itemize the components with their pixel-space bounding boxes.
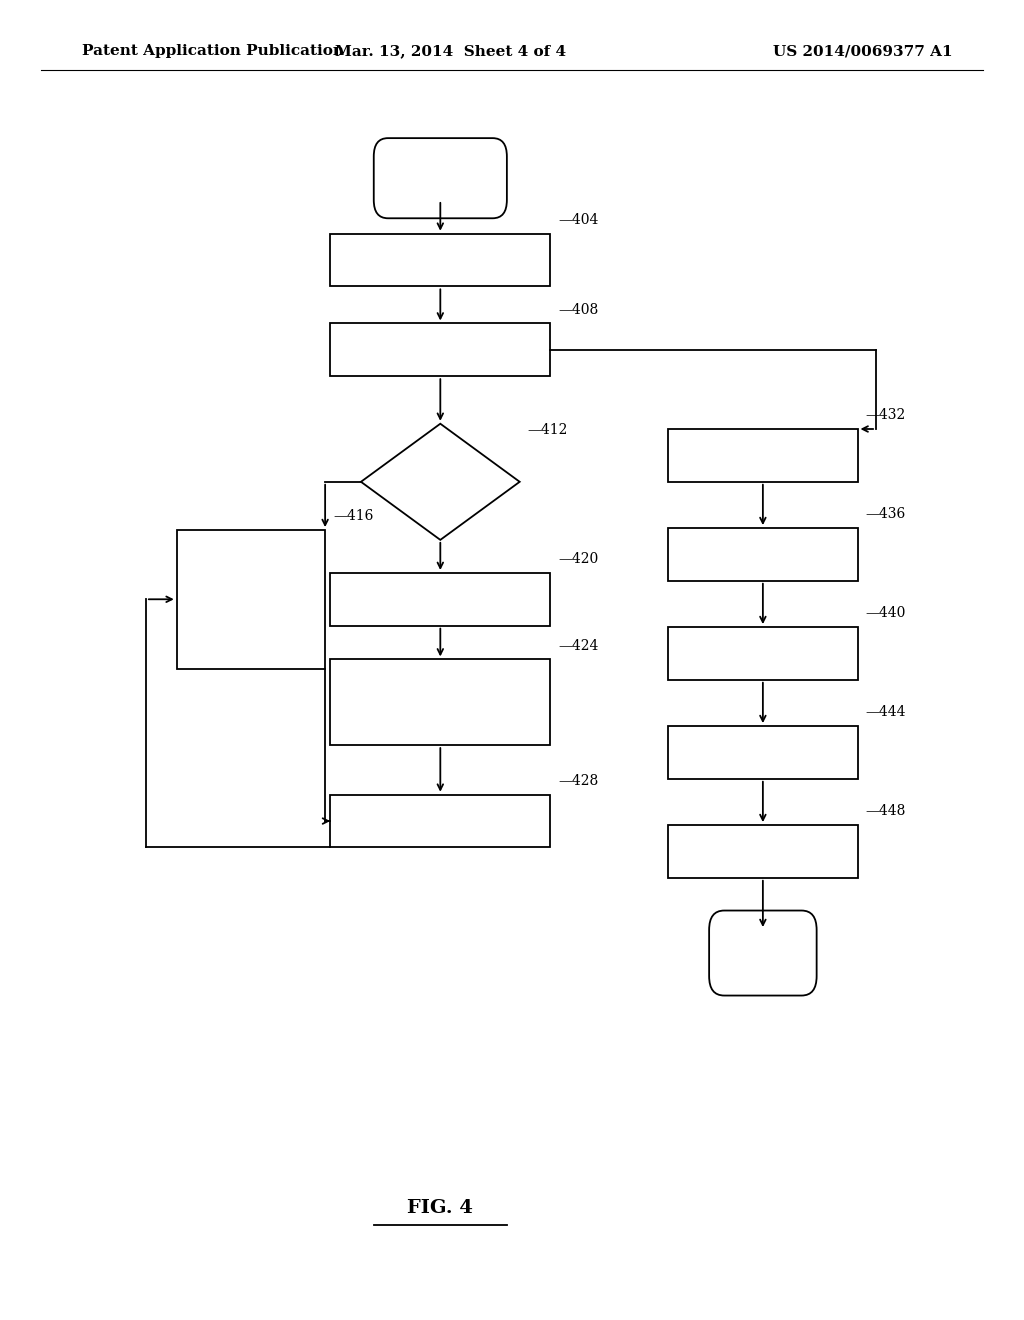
Text: —440: —440 (866, 606, 906, 620)
Text: —408: —408 (559, 302, 599, 317)
Text: —424: —424 (559, 639, 599, 652)
Text: FIG. 4: FIG. 4 (408, 1199, 473, 1217)
Text: —428: —428 (559, 774, 599, 788)
Bar (668, 528, 857, 581)
Bar (330, 573, 551, 626)
Text: —436: —436 (866, 507, 906, 521)
Text: Patent Application Publication: Patent Application Publication (82, 45, 344, 58)
FancyBboxPatch shape (709, 911, 817, 995)
Bar (668, 429, 857, 482)
Text: —412: —412 (528, 422, 568, 437)
Bar (330, 795, 551, 847)
Bar (330, 234, 551, 286)
Text: —404: —404 (559, 213, 599, 227)
Text: —444: —444 (866, 705, 906, 719)
Bar (330, 660, 551, 744)
Bar (176, 529, 326, 668)
Text: —420: —420 (559, 552, 599, 566)
Text: US 2014/0069377 A1: US 2014/0069377 A1 (773, 45, 952, 58)
Text: —448: —448 (866, 804, 906, 818)
Text: —416: —416 (334, 510, 374, 523)
Bar (668, 825, 857, 878)
Text: —432: —432 (866, 408, 906, 422)
Bar (668, 627, 857, 680)
Bar (668, 726, 857, 779)
Text: Mar. 13, 2014  Sheet 4 of 4: Mar. 13, 2014 Sheet 4 of 4 (335, 45, 566, 58)
Polygon shape (360, 424, 519, 540)
Bar (330, 323, 551, 376)
FancyBboxPatch shape (374, 139, 507, 218)
